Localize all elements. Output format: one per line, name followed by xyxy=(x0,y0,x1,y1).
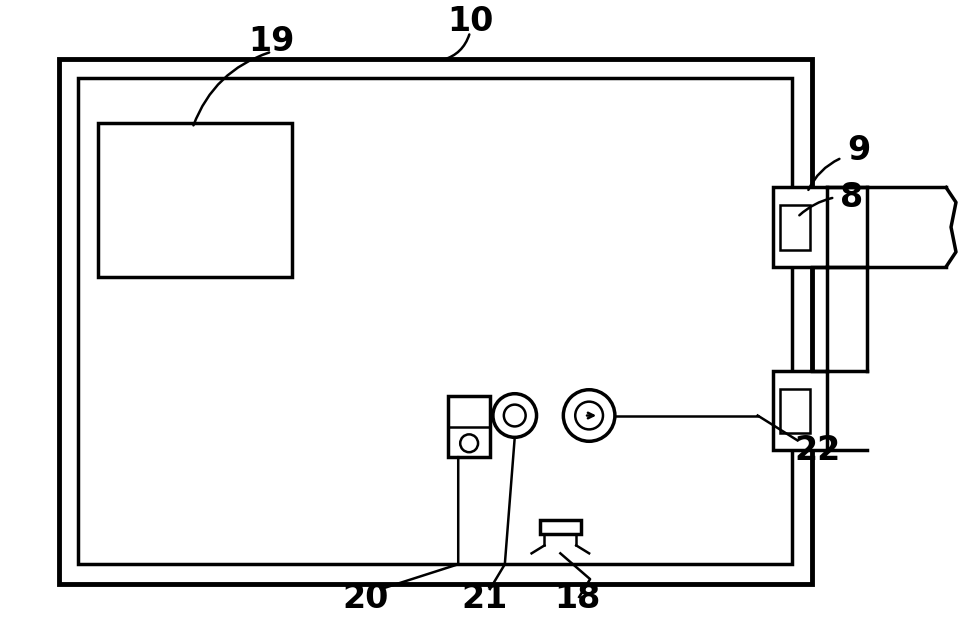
Bar xyxy=(540,520,581,533)
Text: 18: 18 xyxy=(554,583,601,615)
Text: 22: 22 xyxy=(794,434,840,467)
Bar xyxy=(98,123,292,277)
Bar xyxy=(449,395,490,457)
Bar xyxy=(772,187,828,267)
Bar xyxy=(780,205,810,250)
Text: 19: 19 xyxy=(249,25,295,58)
Text: 9: 9 xyxy=(847,134,870,167)
Bar xyxy=(59,58,812,584)
Bar xyxy=(772,371,828,450)
Text: 8: 8 xyxy=(840,181,863,214)
Text: 20: 20 xyxy=(343,583,390,615)
Bar xyxy=(780,388,810,433)
Bar xyxy=(78,78,793,564)
Text: 10: 10 xyxy=(447,5,493,38)
Text: 21: 21 xyxy=(462,583,508,615)
